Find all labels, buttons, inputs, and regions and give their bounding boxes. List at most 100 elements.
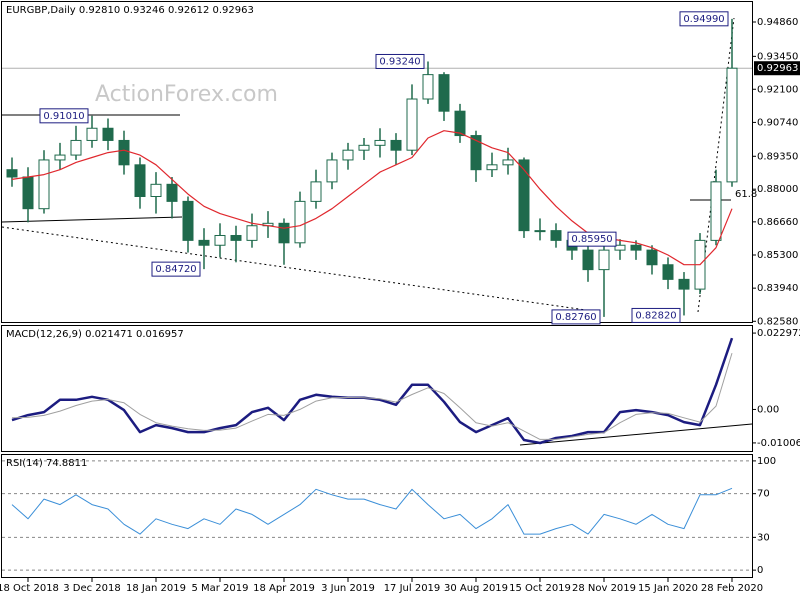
level-label: 0.82760 xyxy=(555,312,596,323)
x-tick-label: 17 Jul 2019 xyxy=(384,583,441,594)
candle-body xyxy=(342,149,354,161)
candle-body xyxy=(150,183,162,198)
level-box xyxy=(631,307,681,323)
candle-body xyxy=(662,264,674,280)
candle-body xyxy=(198,239,210,246)
y-tick-label: 0.85300 xyxy=(757,250,798,261)
y-tick-label: 0.00 xyxy=(757,404,779,415)
x-tick-label: 3 Jun 2019 xyxy=(321,583,375,594)
y-tick-label: 0.88000 xyxy=(757,184,798,195)
x-tick-label: 18 Apr 2019 xyxy=(253,583,315,594)
candle-body xyxy=(646,249,658,266)
level-label: 0.91010 xyxy=(43,111,84,122)
candle-body xyxy=(518,159,530,232)
y-tick-label: 30 xyxy=(757,532,770,543)
current-price-box xyxy=(754,61,800,76)
candle-body xyxy=(294,200,306,244)
x-tick-label: 28 Nov 2019 xyxy=(572,583,636,594)
x-tick-label: 18 Jan 2019 xyxy=(126,583,186,594)
candle-body xyxy=(678,278,690,290)
series-line xyxy=(11,352,733,440)
y-tick-label: 0.022972 xyxy=(757,328,800,339)
candle-body xyxy=(102,127,114,141)
candle-body xyxy=(614,244,626,251)
candle-body xyxy=(454,110,466,137)
candle-body xyxy=(582,249,594,271)
x-tick-label: 15 Jan 2020 xyxy=(638,583,698,594)
level-label: 0.93240 xyxy=(379,56,420,67)
x-tick-label: 18 Oct 2018 xyxy=(0,583,59,594)
candle-body xyxy=(438,74,450,112)
y-tick-label: 0.90740 xyxy=(757,117,798,128)
series-line xyxy=(11,487,733,535)
candle-body xyxy=(246,225,258,241)
candle-body xyxy=(70,139,82,156)
candle-body xyxy=(278,222,290,244)
current-price-label: 0.92963 xyxy=(757,63,798,74)
x-tick-label: 5 Mar 2019 xyxy=(191,583,248,594)
candle-body xyxy=(310,181,322,202)
candle-body xyxy=(598,249,610,271)
level-box xyxy=(375,53,425,69)
rsi-title: RSI(14) 74.8811 xyxy=(6,458,87,469)
macd-pane xyxy=(1,325,753,452)
level-box xyxy=(39,108,89,124)
candle-body xyxy=(358,144,370,151)
candle-body xyxy=(182,200,194,241)
candle-body xyxy=(486,164,498,171)
candle-body xyxy=(86,127,98,141)
trend-line-dashed xyxy=(1,226,601,313)
x-tick-label: 30 Aug 2019 xyxy=(444,583,508,594)
level-label: 0.94990 xyxy=(683,14,724,25)
price-title: EURGBP,Daily 0.92810 0.93246 0.92612 0.9… xyxy=(6,5,254,16)
level-box xyxy=(567,231,617,247)
y-tick-label: 0.83940 xyxy=(757,283,798,294)
price-pane xyxy=(1,1,753,323)
candle-body xyxy=(38,159,50,210)
fib-label: 61.8 xyxy=(735,189,757,200)
macd-trend-line xyxy=(519,423,753,446)
y-tick-label: 100 xyxy=(757,456,776,467)
candle-body xyxy=(374,139,386,146)
candle-body xyxy=(230,234,242,241)
level-box xyxy=(679,11,729,27)
candle-body xyxy=(534,230,546,233)
candle-body xyxy=(502,159,514,166)
candle-body xyxy=(390,139,402,151)
y-tick-label: -0.010067 xyxy=(757,438,800,449)
y-tick-label: 0 xyxy=(757,565,763,576)
candle-body xyxy=(214,234,226,246)
y-tick-label: 0.89350 xyxy=(757,151,798,162)
level-box xyxy=(151,261,201,277)
level-label: 0.84720 xyxy=(155,264,196,275)
y-tick-label: 0.82580 xyxy=(757,316,798,327)
x-tick-label: 15 Oct 2019 xyxy=(509,583,571,594)
y-tick-label: 0.93450 xyxy=(757,51,798,62)
y-tick-label: 0.94860 xyxy=(757,17,798,28)
level-box xyxy=(551,309,601,325)
y-tick-label: 0.86660 xyxy=(757,217,798,228)
trend-line xyxy=(1,216,183,223)
level-label: 0.85950 xyxy=(571,234,612,245)
x-tick-label: 28 Feb 2020 xyxy=(701,583,763,594)
fib-base-line xyxy=(697,17,735,313)
candle-body xyxy=(54,154,66,161)
candle-body xyxy=(710,181,722,241)
candle-body xyxy=(470,135,482,171)
candle-body xyxy=(726,67,738,183)
candle-body xyxy=(630,244,642,251)
candle-body xyxy=(406,98,418,151)
y-tick-label: 70 xyxy=(757,489,770,500)
y-tick-label: 0.92100 xyxy=(757,84,798,95)
candle-body xyxy=(134,164,146,198)
candle-body xyxy=(550,230,562,241)
watermark: ActionForex.com xyxy=(95,82,278,107)
candle-body xyxy=(22,176,34,210)
candle-body xyxy=(6,169,18,178)
candle-body xyxy=(326,159,338,183)
candle-body xyxy=(118,139,130,166)
rsi-pane xyxy=(1,454,753,578)
candle-body xyxy=(422,74,434,100)
level-label: 0.82820 xyxy=(635,310,676,321)
